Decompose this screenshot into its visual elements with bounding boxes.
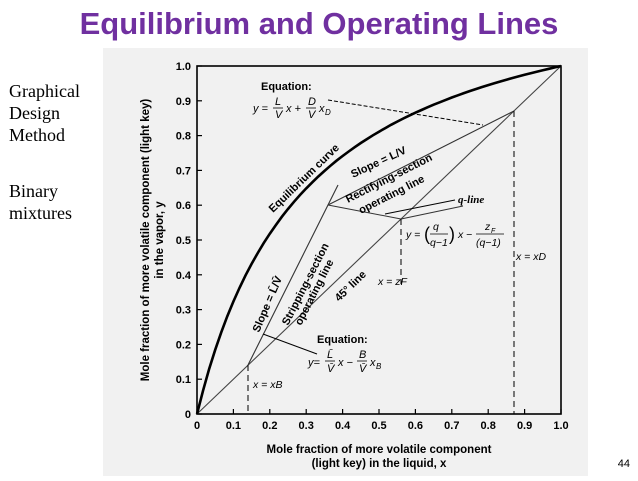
svg-text:V̄: V̄: [327, 362, 336, 375]
x-tick-label: 0.5: [371, 420, 386, 432]
svg-text:V: V: [308, 109, 317, 121]
q-line-leader: [384, 199, 456, 215]
x-tick-label: 1.0: [553, 420, 568, 432]
svg-text:(: (: [424, 224, 430, 244]
y-tick-label: 0.3: [176, 305, 191, 317]
bottom-equation-leader: [262, 333, 318, 355]
slide-title: Equilibrium and Operating Lines: [79, 6, 559, 41]
mccabe-thiele-diagram: 0 0.1 0.2 0.3 0.4 0.5 0.6 0.7 0.8 0.9 1.0 0 0.1 0.2 0…: [103, 48, 588, 476]
q-line-label: q-line: [458, 194, 484, 206]
x-axis-label-1: Mole fraction of more volatile component: [267, 444, 492, 456]
y-tick-label: 0.6: [176, 200, 191, 212]
x-tick-label: 0.7: [444, 420, 459, 432]
x-tick-label: 0.9: [517, 420, 532, 432]
svg-text:x +: x +: [285, 103, 302, 115]
svg-text:): ): [449, 224, 455, 244]
equilibrium-curve: [195, 64, 562, 415]
x-d-label: x = xD: [515, 251, 546, 263]
svg-text:(q−1): (q−1): [476, 237, 501, 249]
y-axis-label-1: Mole fraction of more volatile component…: [140, 99, 152, 382]
side-note-line-3: Method: [9, 125, 65, 145]
45-line-label: 45° line: [333, 269, 369, 304]
y-tick-label: 0.2: [176, 339, 191, 351]
y-tick-label: 1.0: [176, 61, 191, 73]
x-marker-labels: x = xD x = zF x = xB: [252, 251, 546, 391]
svg-text:q: q: [433, 221, 439, 233]
side-note-line-2: Design: [9, 103, 60, 123]
top-equation-label: Equation:: [261, 81, 312, 93]
45-degree-line: [196, 65, 562, 415]
q-line-to-intersection: [327, 204, 402, 220]
side-note-line-6: mixtures: [9, 203, 72, 223]
bottom-equation-label: Equation:: [317, 334, 368, 346]
svg-text:x: x: [369, 357, 376, 369]
x-tick-label: 0.1: [226, 420, 241, 432]
rectifying-operating-line: [327, 110, 515, 206]
svg-text:V: V: [275, 109, 284, 121]
x-tick-label: 0: [194, 420, 200, 432]
y-tick-label: 0.4: [176, 270, 192, 282]
svg-text:x −: x −: [457, 229, 472, 241]
svg-text:q−1: q−1: [430, 237, 448, 249]
diagram-svg: 0 0.1 0.2 0.3 0.4 0.5 0.6 0.7 0.8 0.9 1.0 00.10.20…: [140, 61, 569, 470]
svg-text:x: x: [318, 103, 325, 115]
svg-text:y=: y=: [307, 357, 321, 369]
x-tick-label: 0.4: [335, 420, 351, 432]
y-tick-label: 0.1: [176, 374, 191, 386]
stripping-operating-line: [247, 184, 339, 366]
side-note-line-1: Graphical: [9, 81, 80, 101]
svg-text:B: B: [376, 362, 382, 371]
q-line: [400, 205, 464, 220]
y-tick-label: 0: [185, 409, 191, 421]
svg-text:y =: y =: [252, 103, 269, 115]
y-ticks: 0 0.1 0.2 0.3 0.4 0.5 0.6 0.7 0.8 0.9 1.0: [176, 61, 202, 421]
y-axis-label-2: in the vapor, y: [154, 201, 166, 279]
x-tick-label: 0.2: [262, 420, 277, 432]
y-tick-label: 0.8: [176, 131, 191, 143]
y-tick-label: 0.9: [176, 96, 191, 108]
x-axis-label-2: (light key) in the liquid, x: [312, 458, 447, 470]
svg-text:x −: x −: [337, 357, 354, 369]
x-tick-label: 0.3: [299, 420, 314, 432]
x-tick-label: 0.6: [408, 420, 423, 432]
x-ticks: 0 0.1 0.2 0.3 0.4 0.5 0.6 0.7 0.8 0.9 1.0: [194, 409, 569, 432]
svg-text:V̄: V̄: [359, 362, 368, 375]
z-f-label: x = zF: [377, 276, 407, 288]
svg-text:y =: y =: [405, 229, 420, 241]
svg-text:F: F: [491, 228, 496, 235]
svg-text:B: B: [359, 349, 366, 361]
x-tick-label: 0.8: [481, 420, 496, 432]
top-equation-leader: [327, 99, 484, 126]
svg-text:L: L: [275, 96, 281, 108]
side-note-line-5: Binary: [9, 181, 58, 201]
svg-text:L̄: L̄: [327, 348, 333, 361]
svg-text:D: D: [308, 96, 316, 108]
svg-text:D: D: [325, 108, 331, 117]
y-tick-label: 0.7: [176, 165, 191, 177]
page-number: 44: [617, 458, 630, 470]
x-b-label: x = xB: [252, 379, 282, 391]
y-tick-label: 0.5: [176, 235, 191, 247]
svg-text:z: z: [484, 221, 491, 233]
